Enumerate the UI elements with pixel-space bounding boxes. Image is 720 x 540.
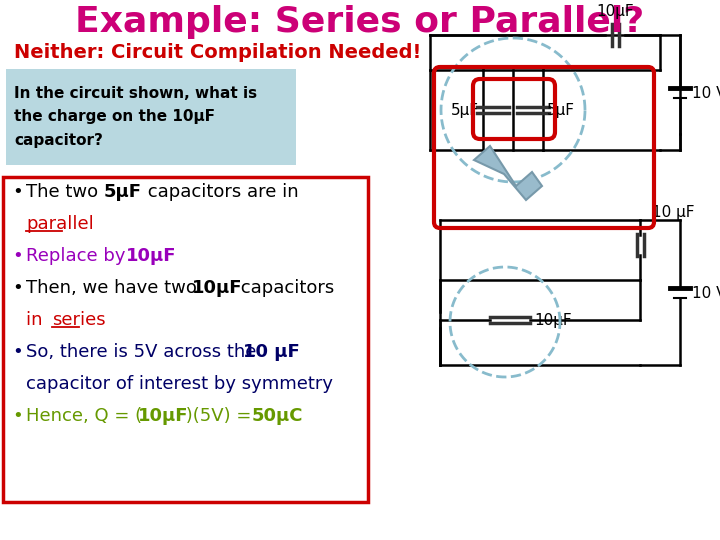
Text: Neither: Circuit Compilation Needed!: Neither: Circuit Compilation Needed! (14, 44, 421, 63)
Text: 50μC: 50μC (252, 407, 304, 425)
FancyBboxPatch shape (3, 177, 368, 502)
Text: Hence, Q = (: Hence, Q = ( (26, 407, 142, 425)
Text: So, there is 5V across the: So, there is 5V across the (26, 343, 262, 361)
Text: 10μF: 10μF (534, 313, 572, 327)
Text: 5μF: 5μF (104, 183, 142, 201)
Text: capacitor of interest by symmetry: capacitor of interest by symmetry (26, 375, 333, 393)
Text: The two: The two (26, 183, 104, 201)
Text: •: • (12, 343, 23, 361)
Text: •: • (12, 247, 23, 265)
Text: 10μF: 10μF (192, 279, 243, 297)
Text: series: series (52, 311, 106, 329)
Text: parallel: parallel (26, 215, 94, 233)
Text: in: in (26, 311, 48, 329)
Text: •: • (12, 279, 23, 297)
Text: 10μF: 10μF (126, 247, 176, 265)
Polygon shape (474, 146, 542, 200)
Text: 10 V: 10 V (692, 85, 720, 100)
Text: capacitors: capacitors (235, 279, 334, 297)
Text: 5μF: 5μF (451, 103, 479, 118)
Text: 10 V: 10 V (692, 286, 720, 300)
Text: •: • (12, 183, 23, 201)
Text: capacitors are in: capacitors are in (142, 183, 299, 201)
Text: •: • (12, 407, 23, 425)
Text: 5μF: 5μF (547, 103, 575, 118)
Text: Then, we have two: Then, we have two (26, 279, 202, 297)
Text: 10 μF: 10 μF (652, 205, 695, 219)
Text: In the circuit shown, what is
the charge on the 10μF
capacitor?: In the circuit shown, what is the charge… (14, 86, 257, 148)
Text: 10 μF: 10 μF (243, 343, 300, 361)
Text: )(5V) =: )(5V) = (180, 407, 257, 425)
Text: 10μF: 10μF (596, 4, 634, 19)
Text: 10μF: 10μF (138, 407, 189, 425)
Text: Example: Series or Parallel?: Example: Series or Parallel? (76, 5, 644, 39)
Text: Replace by: Replace by (26, 247, 131, 265)
FancyBboxPatch shape (6, 69, 296, 165)
